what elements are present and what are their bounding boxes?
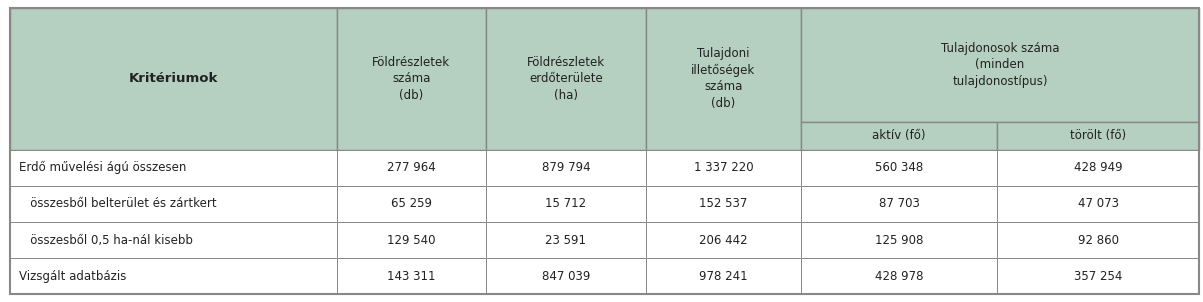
Bar bbox=[646, 149, 801, 186]
Bar bbox=[10, 8, 337, 149]
Bar bbox=[10, 149, 337, 186]
Bar bbox=[801, 258, 997, 294]
Text: 428 949: 428 949 bbox=[1074, 161, 1122, 174]
Text: 357 254: 357 254 bbox=[1074, 270, 1122, 283]
Bar bbox=[486, 186, 646, 222]
Text: összesből belterület és zártkert: összesből belterület és zártkert bbox=[19, 198, 217, 210]
Text: Tulajdonosok száma
(minden
tulajdonostípus): Tulajdonosok száma (minden tulajdonostíp… bbox=[941, 42, 1060, 88]
Bar bbox=[337, 186, 486, 222]
Bar bbox=[801, 122, 997, 149]
Bar bbox=[337, 258, 486, 294]
Bar bbox=[337, 222, 486, 258]
Bar bbox=[997, 222, 1199, 258]
Text: 847 039: 847 039 bbox=[541, 270, 589, 283]
Bar bbox=[801, 222, 997, 258]
Text: 15 712: 15 712 bbox=[545, 198, 586, 210]
Text: Vizsgált adatbázis: Vizsgált adatbázis bbox=[19, 270, 126, 283]
Text: 277 964: 277 964 bbox=[387, 161, 435, 174]
Text: Kritériumok: Kritériumok bbox=[129, 72, 218, 85]
Text: 87 703: 87 703 bbox=[878, 198, 919, 210]
Text: 129 540: 129 540 bbox=[387, 234, 435, 247]
Bar bbox=[486, 258, 646, 294]
Bar bbox=[801, 149, 997, 186]
Bar bbox=[337, 149, 486, 186]
Bar bbox=[997, 122, 1199, 149]
Bar bbox=[997, 258, 1199, 294]
Text: 125 908: 125 908 bbox=[875, 234, 923, 247]
Bar bbox=[997, 186, 1199, 222]
Text: Földrészletek
száma
(db): Földrészletek száma (db) bbox=[372, 56, 450, 101]
Text: 428 978: 428 978 bbox=[875, 270, 923, 283]
Bar bbox=[486, 8, 646, 149]
Text: 206 442: 206 442 bbox=[699, 234, 748, 247]
Text: 92 860: 92 860 bbox=[1078, 234, 1119, 247]
Text: 143 311: 143 311 bbox=[387, 270, 435, 283]
Bar bbox=[646, 186, 801, 222]
Bar bbox=[801, 8, 1199, 122]
Bar bbox=[486, 222, 646, 258]
Text: Erdő művelési ágú összesen: Erdő művelési ágú összesen bbox=[19, 161, 186, 174]
Text: összesből 0,5 ha-nál kisebb: összesből 0,5 ha-nál kisebb bbox=[19, 234, 194, 247]
Text: 1 337 220: 1 337 220 bbox=[694, 161, 753, 174]
Text: 23 591: 23 591 bbox=[545, 234, 586, 247]
Bar bbox=[801, 186, 997, 222]
Text: Földrészletek
erdőterülete
(ha): Földrészletek erdőterülete (ha) bbox=[527, 56, 605, 101]
Text: Tulajdoni
illetőségek
száma
(db): Tulajdoni illetőségek száma (db) bbox=[692, 47, 755, 110]
Bar bbox=[646, 8, 801, 149]
Bar bbox=[10, 186, 337, 222]
Bar bbox=[997, 149, 1199, 186]
Bar bbox=[337, 8, 486, 149]
Text: 47 073: 47 073 bbox=[1078, 198, 1119, 210]
Bar bbox=[646, 258, 801, 294]
Text: 152 537: 152 537 bbox=[699, 198, 748, 210]
Bar bbox=[10, 258, 337, 294]
Text: 560 348: 560 348 bbox=[875, 161, 923, 174]
Bar bbox=[486, 149, 646, 186]
Text: törölt (fő): törölt (fő) bbox=[1071, 130, 1126, 143]
Text: 879 794: 879 794 bbox=[541, 161, 591, 174]
Bar bbox=[10, 222, 337, 258]
Text: 65 259: 65 259 bbox=[391, 198, 432, 210]
Text: aktív (fő): aktív (fő) bbox=[872, 130, 926, 143]
Text: 978 241: 978 241 bbox=[699, 270, 748, 283]
Bar bbox=[646, 222, 801, 258]
